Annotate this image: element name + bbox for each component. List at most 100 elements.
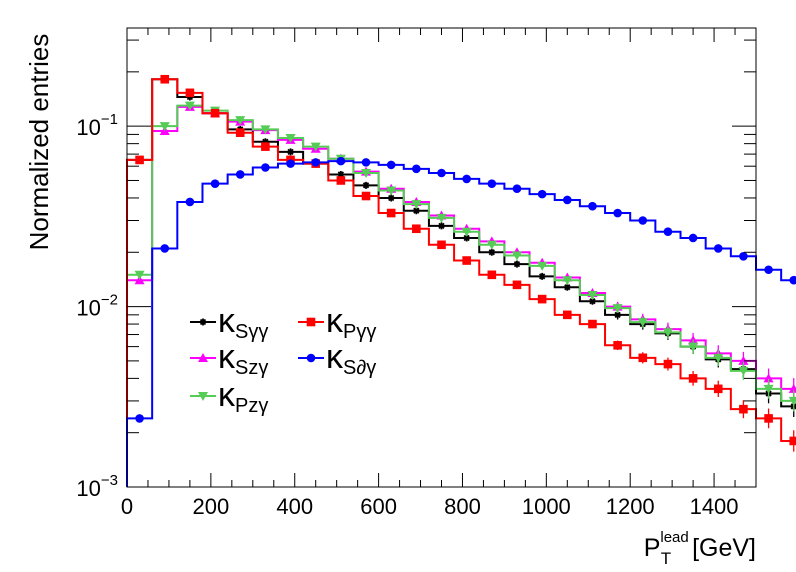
- series-3-point: [613, 341, 622, 350]
- series-4-point: [462, 174, 471, 184]
- series-1-point: [763, 373, 774, 383]
- series-0-point: [488, 248, 496, 256]
- series-3-point: [688, 374, 698, 383]
- series-4-point: [135, 414, 144, 423]
- x-tick-label: 1000: [522, 494, 571, 519]
- legend-marker: [198, 392, 208, 401]
- y-tick-label-exp: −2: [101, 292, 118, 309]
- legend-label: κS∂γ: [326, 338, 376, 379]
- series-2-point: [134, 270, 145, 280]
- y-tick-label-base: 10: [76, 476, 100, 501]
- series-4-point: [638, 216, 648, 225]
- series-3-point: [537, 294, 547, 304]
- legend-label-sub: S∂γ: [343, 357, 376, 379]
- x-tick-label: 400: [276, 494, 313, 519]
- series-3-point: [663, 359, 673, 369]
- series-4: [126, 156, 796, 487]
- series-2-point: [285, 133, 296, 143]
- y-axis: 10−110−210−3: [76, 39, 756, 501]
- series-2-point: [436, 213, 447, 223]
- series-0-point: [588, 297, 596, 305]
- series-4-point: [210, 179, 220, 188]
- series-4-point: [412, 164, 421, 174]
- series-4-point: [563, 195, 572, 205]
- series-0-point: [261, 138, 269, 146]
- series-0-point: [438, 222, 445, 230]
- series-3-point: [336, 176, 346, 185]
- series-0-point: [337, 170, 345, 178]
- series-0-point: [538, 272, 546, 280]
- series-0-point: [563, 283, 571, 291]
- y-tick-label: 10−3: [76, 472, 118, 501]
- series-2-point: [260, 125, 271, 135]
- series-2-point: [411, 200, 422, 210]
- y-tick-label: 10−2: [76, 292, 118, 321]
- series-2-point: [788, 396, 796, 406]
- series-3-point: [160, 74, 170, 84]
- series-2-point: [511, 251, 522, 261]
- series-4-point: [261, 163, 270, 172]
- x-tick-label: 600: [360, 494, 397, 519]
- series-4-point: [613, 208, 622, 218]
- series-3-point: [563, 310, 572, 320]
- series-4-point: [512, 184, 522, 194]
- series-3-point: [638, 353, 648, 363]
- series-3-point: [261, 142, 270, 151]
- series-4-point: [537, 189, 547, 199]
- series-2-point: [587, 290, 598, 300]
- series-3-point: [739, 404, 748, 414]
- series-3: [126, 74, 796, 487]
- legend-label: κSzγ: [218, 338, 268, 379]
- series-2-point: [235, 116, 246, 126]
- series-4-point: [286, 159, 295, 168]
- series-2: [126, 101, 796, 487]
- x-axis-label-unit: [GeV]: [685, 534, 756, 562]
- series-3-point: [361, 191, 371, 201]
- series-2-point: [159, 122, 170, 132]
- series-3-point: [764, 414, 773, 423]
- series-4-point: [160, 244, 170, 253]
- x-axis-label-sub: T: [661, 549, 671, 568]
- series-0-point: [387, 194, 395, 202]
- series-3-point: [235, 128, 245, 137]
- series-2-point: [310, 142, 321, 152]
- x-axis-label: Plead T [GeV]: [644, 529, 756, 568]
- series-2-point: [361, 169, 372, 179]
- x-tick-label: 0: [121, 494, 133, 519]
- series-2-line: [126, 104, 796, 487]
- legend-label-sub: Szγ: [235, 357, 268, 379]
- series-3-point: [412, 224, 421, 234]
- series-0-point: [513, 260, 521, 268]
- series-2-point: [763, 384, 774, 394]
- series-3-point: [462, 256, 471, 265]
- legend-marker: [306, 317, 316, 327]
- x-tick-label: 1400: [690, 494, 739, 519]
- y-tick-label-base: 10: [76, 115, 100, 140]
- series-4-point: [688, 233, 698, 243]
- legend-label-main: κ: [218, 302, 236, 340]
- legend-entry: κSγγ: [190, 302, 268, 343]
- series-3-point: [185, 88, 195, 98]
- y-tick-label: 10−1: [76, 111, 118, 140]
- series-2-point: [386, 186, 397, 196]
- legend-entry: κPγγ: [298, 302, 376, 343]
- series-4-point: [311, 158, 321, 167]
- legend-label-sub: Pγγ: [343, 321, 376, 343]
- series-0-point: [287, 148, 295, 156]
- series-4-point: [663, 227, 673, 237]
- legend-label: κPzγ: [218, 376, 268, 417]
- series-3-point: [210, 108, 220, 118]
- series-1-point: [738, 355, 749, 365]
- series-4-point: [764, 265, 773, 275]
- series-2-point: [537, 261, 548, 271]
- series-3-point: [386, 208, 396, 218]
- series-3-point: [713, 384, 723, 394]
- series-4-point: [437, 168, 446, 178]
- series-4-point: [185, 197, 195, 207]
- series-2-point: [713, 353, 724, 363]
- series-4-point: [336, 156, 346, 166]
- legend-label-sub: Pzγ: [235, 395, 268, 417]
